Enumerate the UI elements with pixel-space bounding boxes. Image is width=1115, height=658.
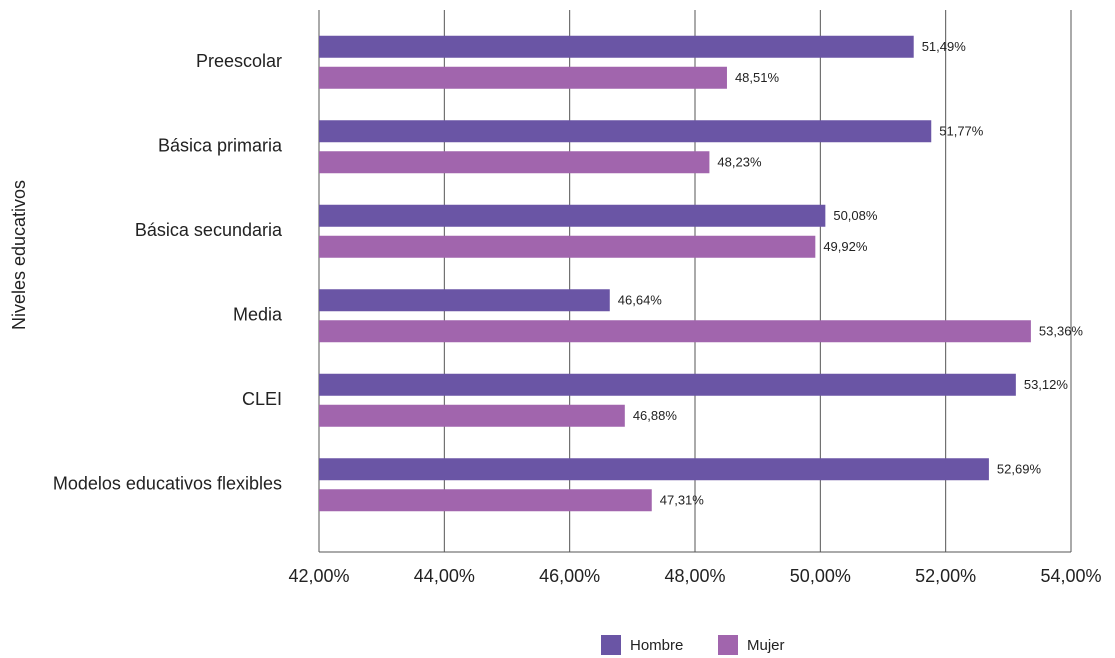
value-label: 50,08% — [833, 208, 878, 223]
bar — [319, 66, 727, 89]
bar — [319, 289, 610, 312]
y-tick-label: Preescolar — [196, 51, 282, 71]
value-label: 48,51% — [735, 70, 780, 85]
x-tick-label: 46,00% — [539, 566, 600, 586]
legend-swatch — [718, 635, 738, 655]
value-label: 53,36% — [1039, 324, 1084, 339]
y-tick-label: Media — [233, 305, 283, 325]
value-label: 46,64% — [618, 293, 663, 308]
bar — [319, 489, 652, 512]
bar — [319, 235, 816, 258]
legend-label: Hombre — [630, 637, 683, 654]
x-tick-label: 50,00% — [790, 566, 851, 586]
y-tick-label: Básica secundaria — [135, 220, 283, 240]
x-tick-label: 44,00% — [414, 566, 475, 586]
bar — [319, 204, 826, 227]
x-tick-label: 54,00% — [1040, 566, 1101, 586]
value-label: 48,23% — [717, 155, 762, 170]
bar — [319, 120, 932, 143]
y-tick-label: Básica primaria — [158, 136, 283, 156]
x-tick-label: 42,00% — [288, 566, 349, 586]
bar — [319, 151, 710, 174]
value-label: 51,49% — [922, 39, 967, 54]
x-tick-label: 48,00% — [664, 566, 725, 586]
x-tick-label: 52,00% — [915, 566, 976, 586]
bar — [319, 404, 625, 427]
legend-swatch — [601, 635, 621, 655]
value-label: 49,92% — [823, 239, 868, 254]
value-label: 51,77% — [939, 124, 984, 139]
bar — [319, 458, 989, 481]
y-tick-label: Modelos educativos flexibles — [53, 474, 282, 494]
value-label: 46,88% — [633, 408, 678, 423]
value-label: 52,69% — [997, 462, 1042, 477]
bar — [319, 35, 914, 58]
value-label: 47,31% — [660, 493, 705, 508]
legend-label: Mujer — [747, 637, 785, 654]
bar — [319, 320, 1031, 343]
value-label: 53,12% — [1024, 377, 1069, 392]
y-tick-label: CLEI — [242, 389, 282, 409]
bar — [319, 373, 1016, 396]
y-axis-label: Niveles educativos — [9, 180, 29, 330]
